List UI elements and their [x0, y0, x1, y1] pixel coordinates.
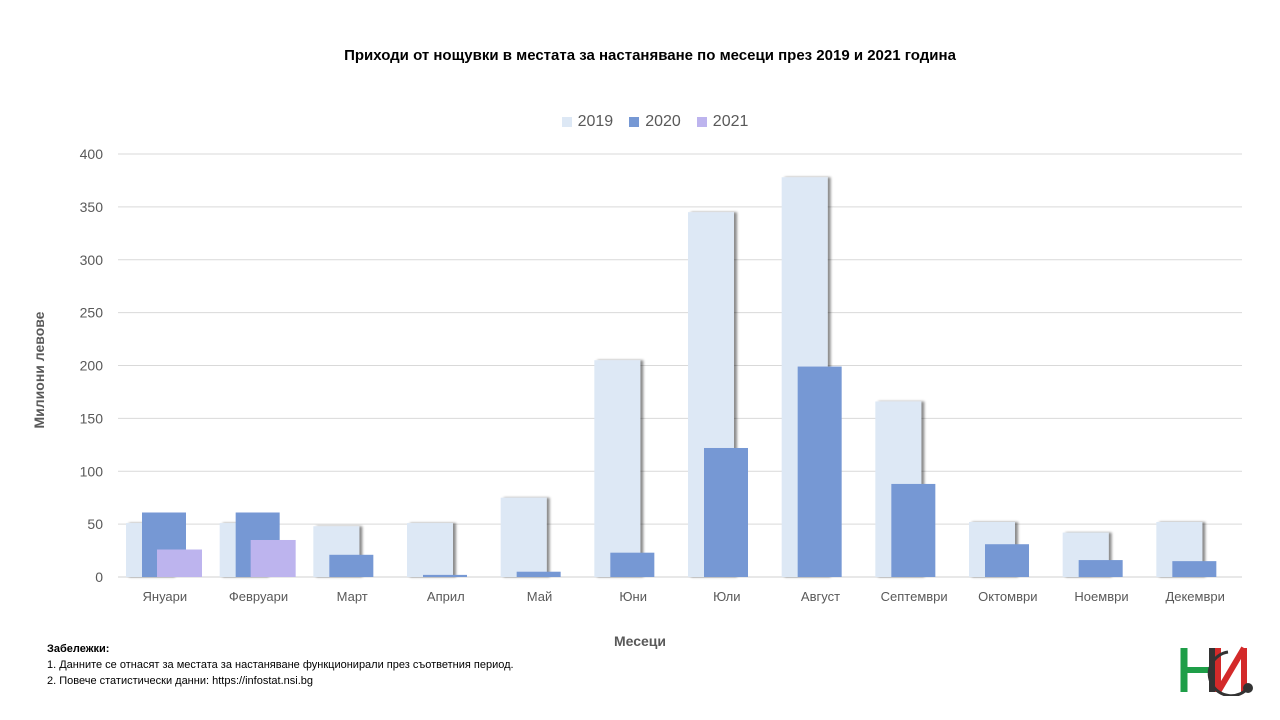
x-tick-label: Февруари	[229, 589, 288, 604]
y-tick-label: 250	[80, 305, 104, 321]
x-tick-label: Април	[427, 589, 465, 604]
chart-title: Приходи от нощувки в местата за настаняв…	[344, 47, 956, 64]
y-axis-title: Милиони левове	[31, 311, 47, 429]
legend-swatch-2021	[696, 117, 707, 127]
bar-2020-10	[985, 544, 1029, 577]
x-axis-title: Месеци	[613, 633, 667, 649]
legend-swatch-2020	[629, 117, 640, 127]
x-tick-label: Септември	[881, 589, 948, 604]
legend-item-2019: 2019	[561, 113, 614, 131]
y-tick-label: 300	[80, 252, 104, 268]
bar-2021-2	[250, 539, 296, 577]
y-tick-label: 400	[80, 146, 104, 162]
x-tick-label: Декември	[1165, 589, 1224, 604]
x-tick-label: Октомври	[978, 589, 1037, 604]
bar-2019-4	[407, 523, 453, 577]
legend-label-2021: 2021	[712, 113, 749, 130]
x-tick-label: Май	[527, 589, 552, 604]
y-tick-label: 100	[80, 463, 104, 479]
bar-2020-7	[704, 447, 748, 577]
nsi-logo-icon	[1180, 646, 1253, 696]
legend-label-2020: 2020	[645, 113, 681, 130]
bar-2020-5	[516, 571, 561, 577]
bar-2020-9	[891, 483, 936, 577]
y-tick-label: 0	[95, 569, 103, 585]
bar-2019-6	[594, 360, 641, 577]
y-tick-label: 50	[87, 516, 103, 532]
legend-item-2020: 2020	[629, 113, 681, 131]
legend-label-2019: 2019	[577, 113, 614, 130]
bar-2020-6	[610, 552, 655, 577]
chart-legend: 2019 2020 2021	[0, 113, 1280, 131]
x-tick-label: Юни	[619, 589, 647, 604]
y-tick-label: 200	[80, 358, 104, 374]
notes: Забележки: 1. Данните се отнасят за мест…	[47, 641, 514, 689]
bar-2019-5	[500, 497, 547, 577]
note-line-1: 1. Данните се отнасят за местата за наст…	[47, 659, 514, 671]
x-tick-label: Март	[337, 589, 368, 604]
y-tick-label: 350	[80, 199, 104, 215]
x-tick-label: Януари	[143, 589, 188, 604]
y-tick-label: 150	[80, 410, 104, 426]
bar-2020-11	[1078, 560, 1123, 577]
x-tick-label: Август	[801, 589, 840, 604]
bar-2020-8	[797, 366, 842, 577]
x-tick-label: Ноември	[1074, 589, 1128, 604]
bar-2021-1	[157, 549, 202, 577]
note-line-2: 2. Повече статистически данни: https://i…	[47, 675, 313, 687]
bar-2020-12	[1172, 561, 1217, 577]
legend-swatch-2019	[561, 117, 572, 127]
notes-heading: Забележки:	[47, 643, 110, 655]
legend-item-2021: 2021	[696, 113, 749, 131]
bar-2020-4	[423, 574, 467, 577]
x-tick-label: Юли	[713, 589, 740, 604]
bar-2020-3	[329, 554, 374, 577]
